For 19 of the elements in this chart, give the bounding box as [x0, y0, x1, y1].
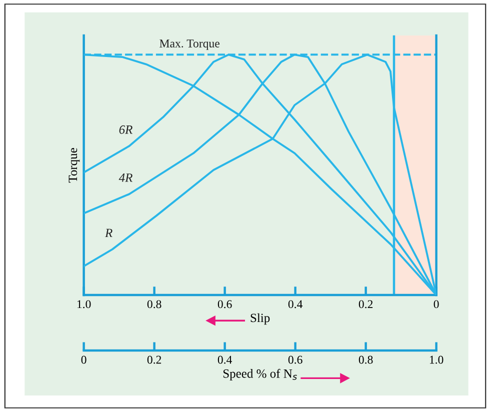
x2-axis-title: Speed % of N$_{s}$ [223, 368, 297, 380]
x-axis-title: Slip [250, 313, 270, 325]
series-label: 6R [119, 125, 132, 134]
y-axis-title: Torque [68, 148, 80, 183]
x2-tick-label: 1.0 [430, 356, 444, 364]
ref-line-label: Max. Torque [160, 40, 220, 50]
series-label: R [104, 228, 112, 238]
x-tick-label: 1.0 [77, 300, 91, 308]
x-tick-label: 0.4 [288, 300, 302, 308]
x2-tick-label: 0.4 [218, 356, 232, 364]
x-tick-label: 0.8 [147, 300, 162, 308]
x2-tick-label: 0.8 [358, 356, 373, 364]
x2-tick-label: 0 [81, 356, 86, 364]
x2-tick-label: 0.6 [288, 356, 302, 364]
x-tick-label: 0 [434, 300, 439, 308]
x2-tick-label: 0.2 [147, 356, 162, 364]
x-tick-label: 0.6 [218, 300, 232, 308]
x-tick-label: 0.2 [358, 300, 373, 308]
series-label: 4R [118, 174, 132, 182]
